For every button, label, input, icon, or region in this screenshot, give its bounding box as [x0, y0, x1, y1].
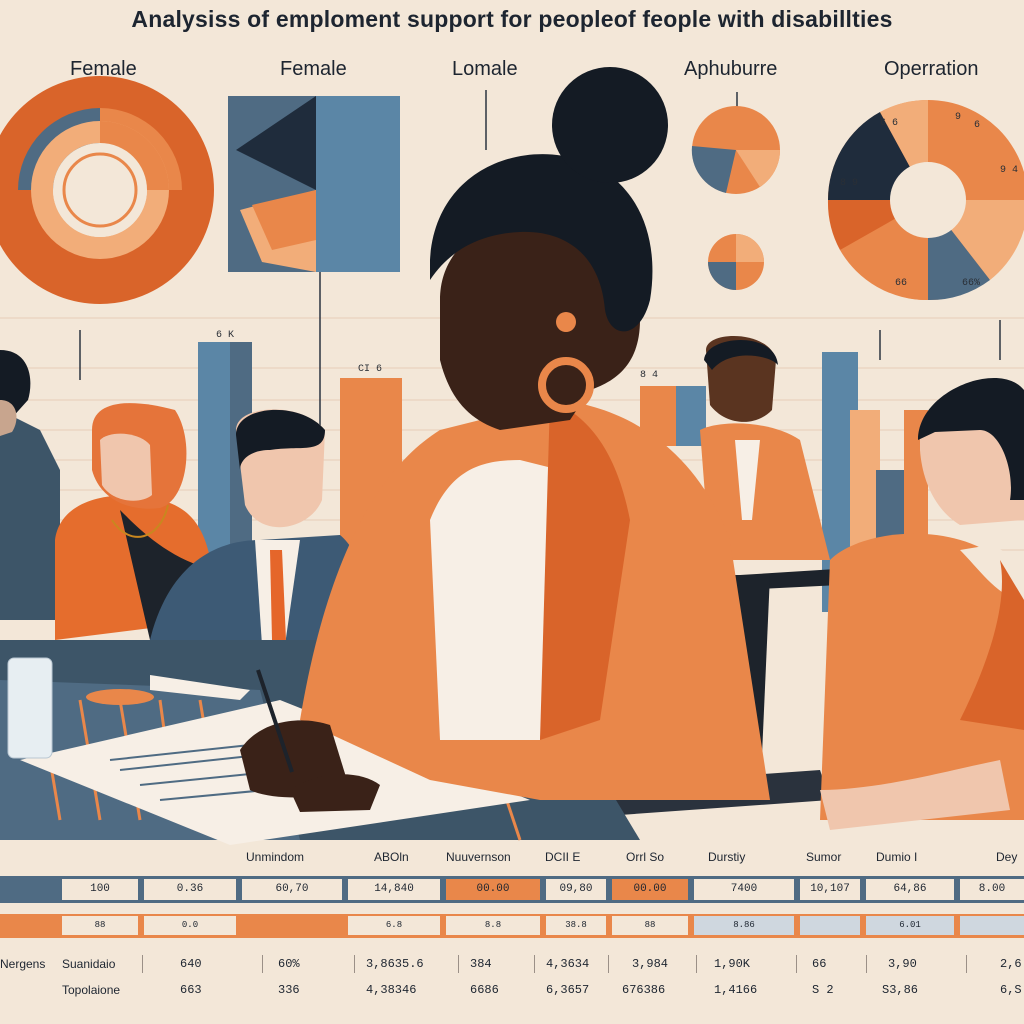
donut-value-label: 9 4	[1000, 165, 1019, 176]
table-header: Dey	[996, 850, 1018, 864]
table-cell: 64,86	[866, 879, 954, 900]
pie-chart-aphuburre	[691, 106, 781, 290]
table-cell: 3,8635.6	[366, 957, 424, 971]
table-cell: 60,70	[242, 879, 342, 900]
pie-label-female-1: Female	[70, 58, 137, 80]
table-cell: 663	[180, 983, 202, 997]
bar-value-label: 6 K	[216, 330, 235, 341]
donut-value-label: 8 9	[840, 178, 859, 189]
donut-chart-operration	[827, 99, 1024, 301]
table-cell: 09,80	[546, 879, 606, 900]
table-cell: 336	[278, 983, 300, 997]
table-cell: 3,90	[888, 957, 917, 971]
pie-label-aphuburre: Aphuburre	[684, 58, 778, 80]
table-cell: 4,38346	[366, 983, 417, 997]
table-cell: S3,86	[882, 983, 919, 997]
table-cell: 6,3657	[546, 983, 590, 997]
person-background-man	[700, 336, 830, 560]
table-cell	[800, 916, 860, 935]
person-main-woman	[240, 67, 770, 812]
table-cell: 6.01	[866, 916, 954, 935]
table-cell: 6,S	[1000, 983, 1022, 997]
table-cell: 88	[62, 916, 138, 935]
table-cell: 66	[812, 957, 827, 971]
table-row-label: Suanidaio	[62, 957, 116, 971]
table-header: Dumio I	[876, 850, 918, 864]
person-left-man	[0, 350, 60, 620]
table-divider	[354, 955, 355, 973]
table-row-prefix: Nergens	[0, 957, 46, 971]
table-divider	[866, 955, 867, 973]
bar-value-label: CI 6	[358, 364, 383, 375]
table-cell: 38.8	[546, 916, 606, 935]
table-cell: 100	[62, 879, 138, 900]
donut-value-label: 6 6	[880, 118, 899, 129]
table-cell: 676386	[622, 983, 666, 997]
table-divider	[262, 955, 263, 973]
table-cell: 6686	[470, 983, 499, 997]
pie-label-operration: Operration	[884, 58, 979, 80]
table-cell: 10,107	[800, 879, 860, 900]
table-cell: 384	[470, 957, 492, 971]
table-cell: 4,3634	[546, 957, 590, 971]
table-header: Nuuvernson	[446, 850, 511, 864]
table-header: Durstiy	[708, 850, 746, 864]
table-header: DCII E	[545, 850, 581, 864]
table-cell: 7400	[694, 879, 794, 900]
table-divider	[696, 955, 697, 973]
donut-value-label: 6	[974, 120, 981, 131]
table-header: ABOln	[374, 850, 409, 864]
table-divider	[608, 955, 609, 973]
table-cell: 8.8	[446, 916, 540, 935]
table-row-label: Topolaione	[62, 983, 121, 997]
table-cell: 6.8	[348, 916, 440, 935]
table-divider	[966, 955, 967, 973]
table-cell: 0.36	[144, 879, 236, 900]
table-cell	[960, 916, 1024, 935]
table-cell: 8.00	[960, 879, 1024, 900]
table-cell: S 2	[812, 983, 834, 997]
table-cell: 3,984	[632, 957, 669, 971]
page-title: Analysiss of emploment support for peopl…	[131, 6, 893, 32]
table-cell: 1,4166	[714, 983, 758, 997]
pie-label-lomale: Lomale	[452, 58, 518, 80]
table-cell: 60%	[278, 957, 300, 971]
table-header: Sumor	[806, 850, 842, 864]
table-divider	[458, 955, 459, 973]
donut-value-label: 66	[895, 278, 908, 289]
table-header: Unmindom	[246, 850, 305, 864]
table-header: Orrl So	[626, 850, 665, 864]
pie-label-female-2: Female	[280, 58, 347, 80]
table-cell: 2,6	[1000, 957, 1022, 971]
donut-value-label: 9	[955, 112, 962, 123]
table-cell: 00.00	[446, 879, 540, 900]
table-cell: 0.0	[144, 916, 236, 935]
table-cell: 14,840	[348, 879, 440, 900]
table-cell: 88	[612, 916, 688, 935]
table-divider	[796, 955, 797, 973]
donut-value-label: 66%	[962, 278, 981, 289]
person-right-woman	[820, 378, 1024, 830]
table-divider	[534, 955, 535, 973]
pie-chart-female-2	[228, 96, 400, 272]
table-cell: 00.00	[612, 879, 688, 900]
table-cell: 640	[180, 957, 202, 971]
bar-value-label: 8 4	[640, 370, 659, 381]
table-divider	[142, 955, 143, 973]
table-cell: 1,90K	[714, 957, 751, 971]
table-cell: 8.86	[694, 916, 794, 935]
donut-chart-female-1	[0, 76, 214, 304]
